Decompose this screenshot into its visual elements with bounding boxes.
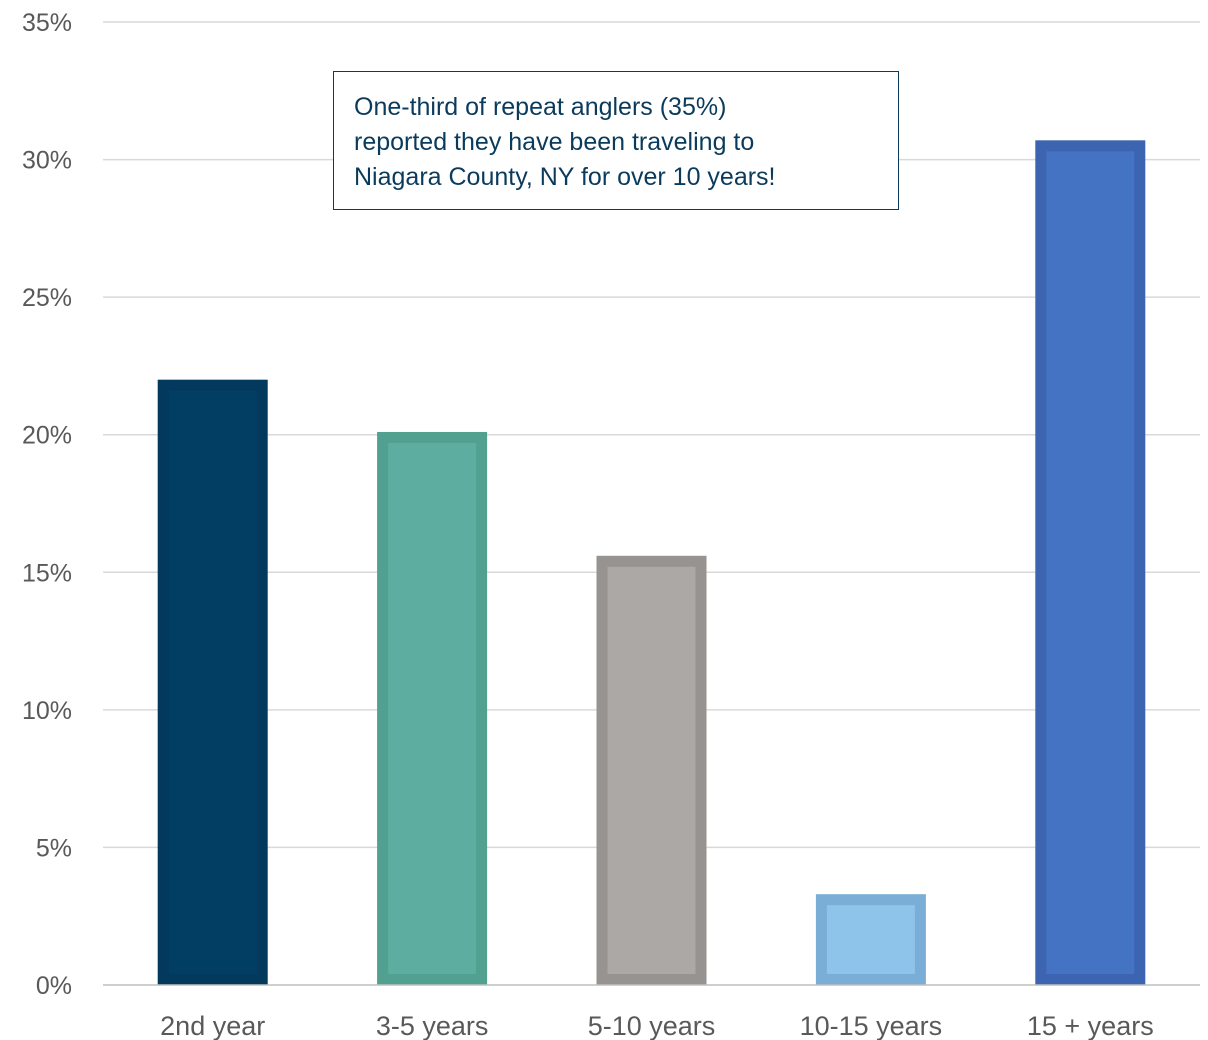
y-tick-label: 0% [36,972,72,1000]
bar-fill [168,390,257,975]
annotation-line-2: reported they have been traveling to [354,128,755,156]
x-category-label: 5-10 years [588,1011,716,1040]
y-tick-label: 25% [22,284,72,312]
y-tick-label: 35% [22,9,72,37]
y-tick-label: 5% [36,834,72,862]
bars [157,140,1146,986]
x-category-label: 3-5 years [376,1011,489,1040]
y-tick-label: 15% [22,559,72,587]
x-category-label: 2nd year [160,1011,265,1040]
y-tick-label: 30% [22,147,72,175]
bar-fill [826,905,915,974]
bar-fill [388,442,477,974]
y-axis-tick-labels: 0% 5% 10% 15% 20% 25% 30% 35% [22,9,72,1000]
x-axis-category-labels: 2nd year 3-5 years 5-10 years 10-15 years 15… [160,1011,1154,1040]
x-category-label: 15 + years [1027,1011,1154,1040]
bar-fill [1046,151,1135,975]
annotation-callout: One-third of repeat anglers (35%) report… [333,71,899,210]
annotation-line-3: Niagara County, NY for over 10 years! [354,163,776,191]
x-category-label: 10-15 years [800,1011,943,1040]
bar-fill [607,566,696,974]
y-tick-label: 20% [22,422,72,450]
y-tick-label: 10% [22,697,72,725]
annotation-line-1: One-third of repeat anglers (35%) [354,93,727,121]
